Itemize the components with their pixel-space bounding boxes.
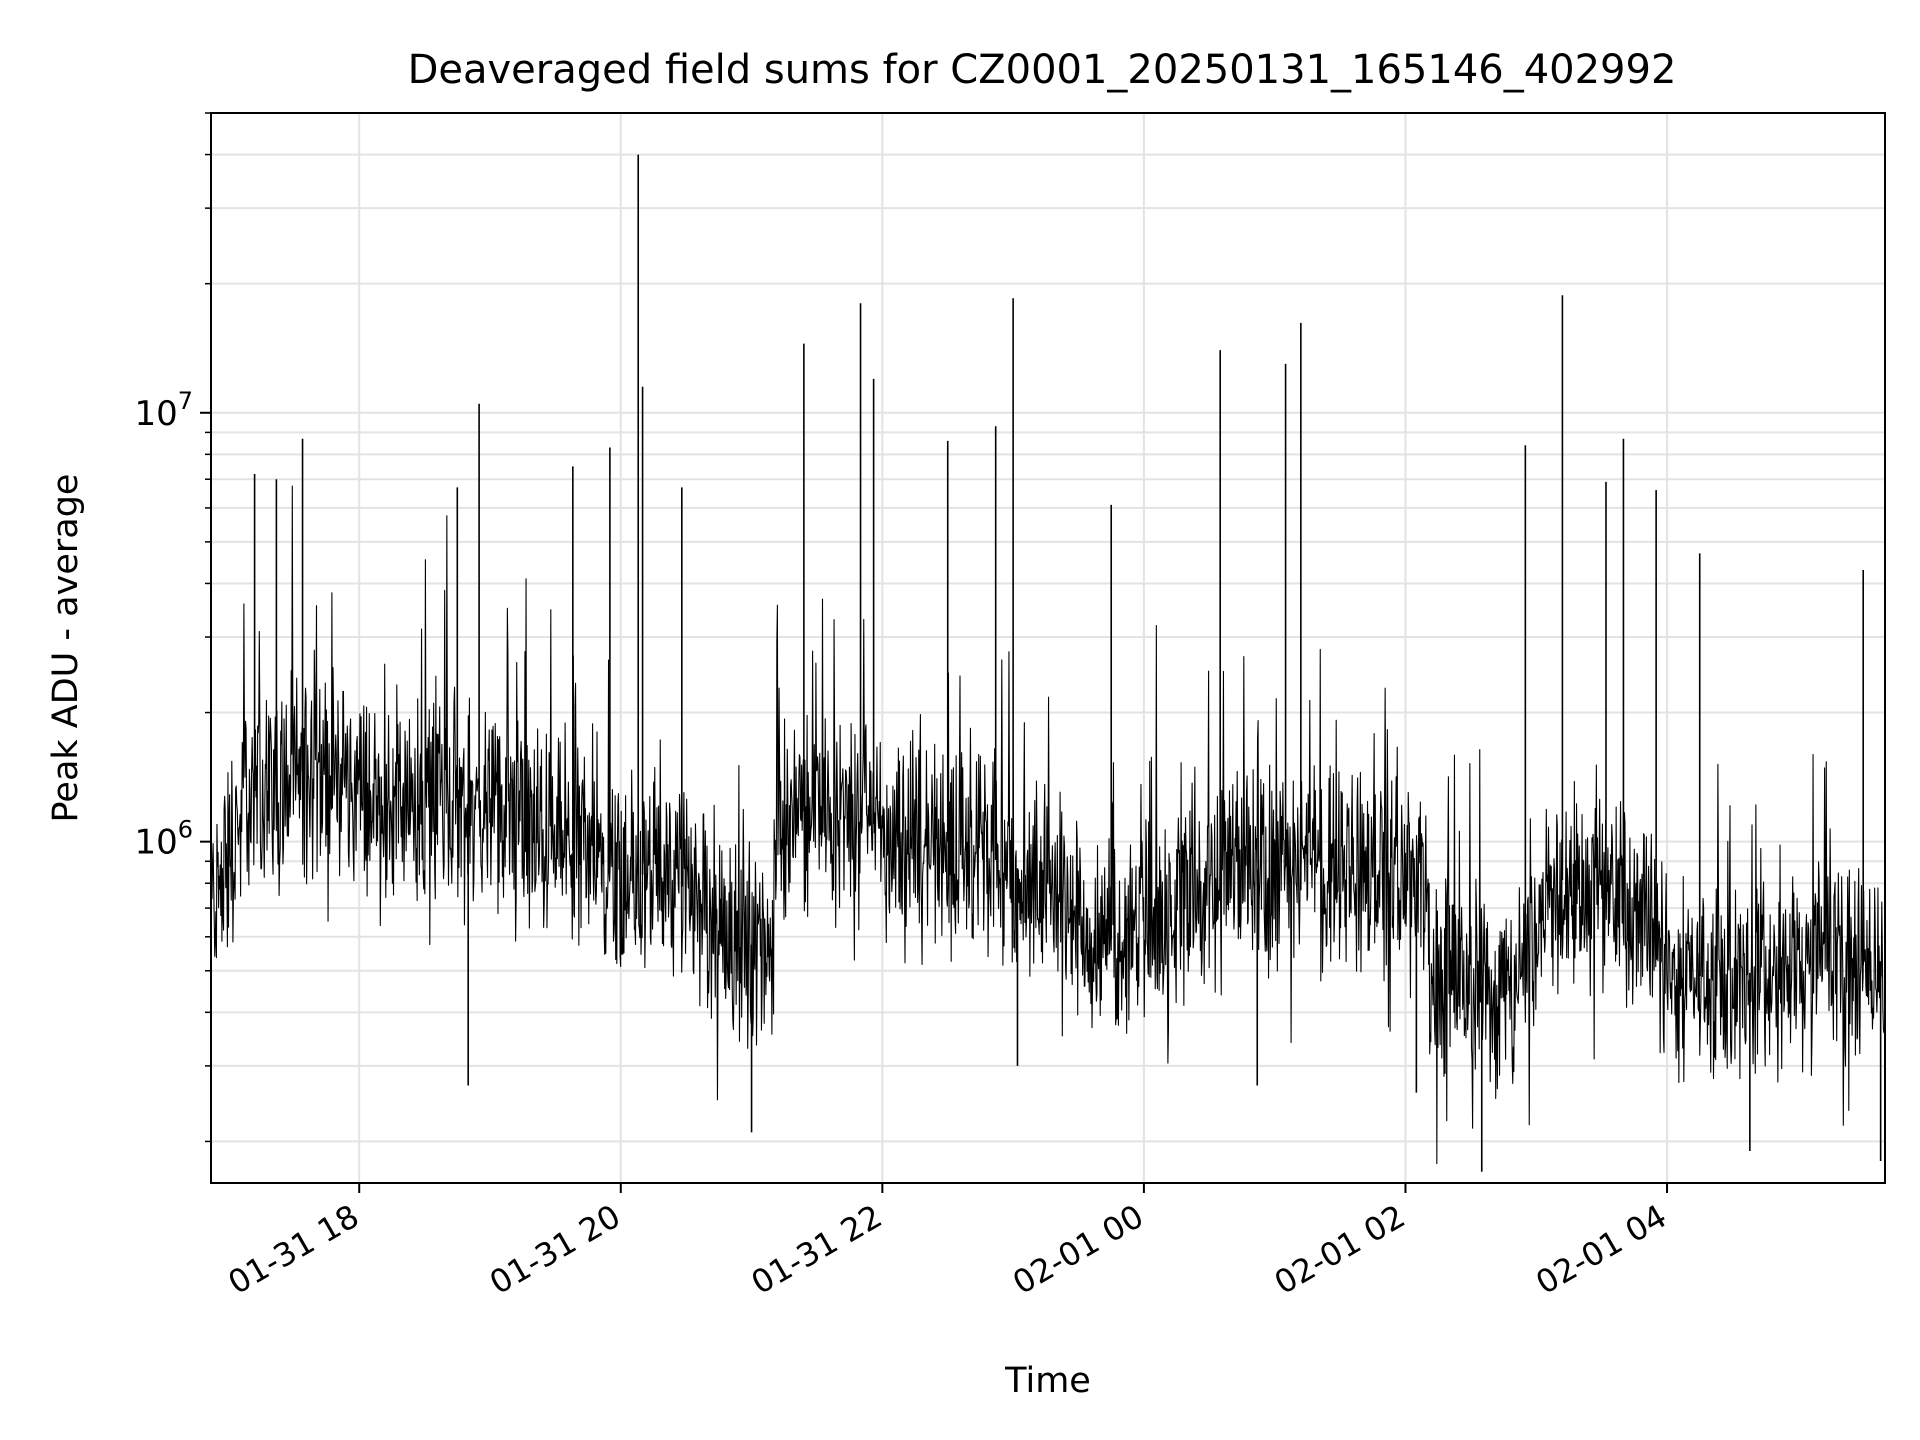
y-tick-label: 106 bbox=[134, 816, 193, 863]
plot-frame bbox=[210, 112, 1886, 1184]
y-axis-label: Peak ADU - average bbox=[46, 474, 86, 823]
series-layer bbox=[211, 154, 1885, 1172]
chart-title: Deaveraged field sums for CZ0001_2025013… bbox=[408, 47, 1677, 93]
y-tick-label: 107 bbox=[134, 387, 193, 434]
x-axis-label: Time bbox=[1004, 1361, 1091, 1401]
